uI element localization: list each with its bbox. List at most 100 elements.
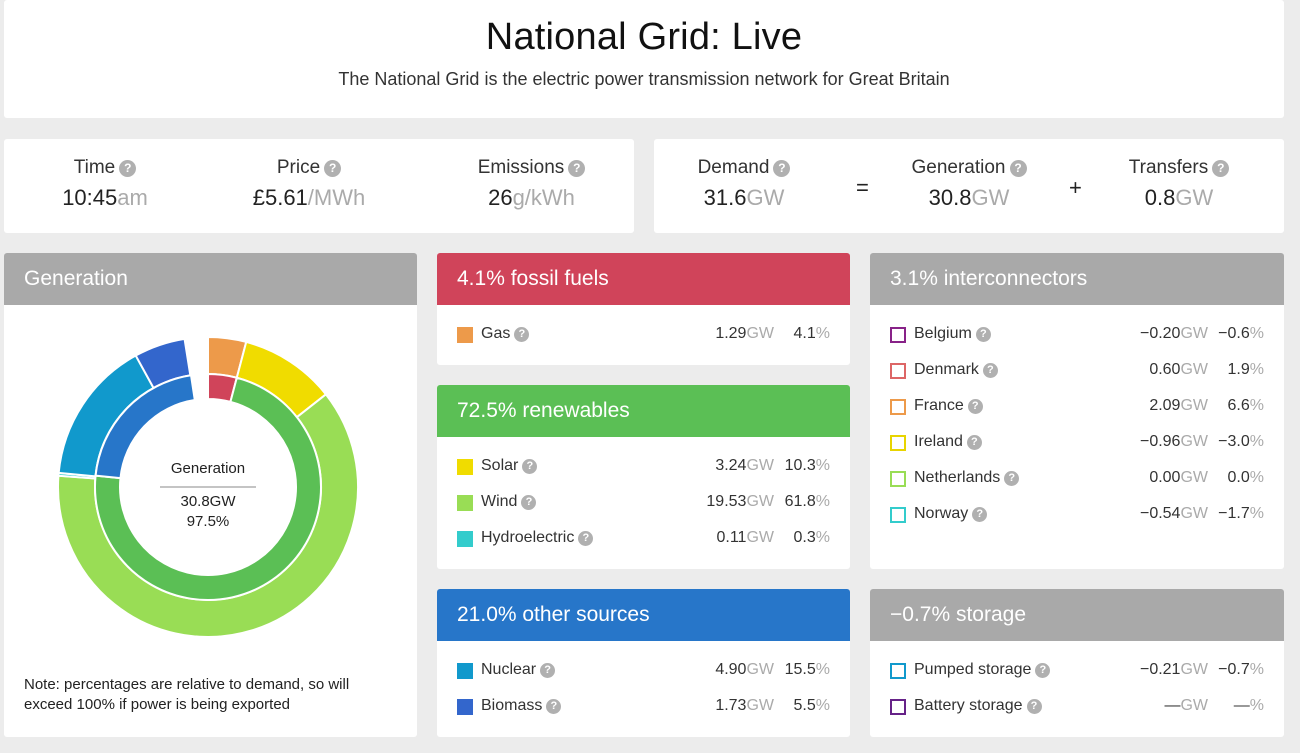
source-name: Belgium? <box>914 325 991 343</box>
source-gw-unit: GW <box>746 529 774 546</box>
source-gw: 4.90GW <box>715 661 774 679</box>
source-label: Ireland <box>914 433 963 450</box>
source-name: Norway? <box>914 505 988 523</box>
help-icon[interactable]: ? <box>1004 470 1020 486</box>
source-name: Ireland? <box>914 433 982 451</box>
help-icon[interactable]: ? <box>1212 159 1230 177</box>
help-icon[interactable]: ? <box>967 398 983 414</box>
stat-demand-value: 31.6 <box>703 185 747 210</box>
generation-panel-title: Generation <box>4 253 417 305</box>
stat-time-unit: am <box>117 185 148 210</box>
source-label: Belgium <box>914 325 972 342</box>
source-gw-unit: GW <box>746 661 774 678</box>
fossil-fuels-title: 4.1% fossil fuels <box>437 253 850 305</box>
help-icon[interactable]: ? <box>568 159 586 177</box>
help-icon[interactable]: ? <box>540 662 556 678</box>
stat-time: Time? 10:45am <box>49 157 161 211</box>
source-pct-value: 10.3 <box>784 457 816 474</box>
stat-generation-unit: GW <box>971 185 1010 210</box>
source-name: Gas? <box>481 325 530 343</box>
source-label: Hydroelectric <box>481 529 575 546</box>
color-swatch <box>890 471 906 487</box>
help-icon[interactable]: ? <box>1026 698 1042 714</box>
stat-generation: Generation? 30.8GW <box>894 157 1044 211</box>
source-gw-unit: GW <box>746 325 774 342</box>
source-pct: 15.5% <box>785 661 830 679</box>
list-item-wind: Wind? 19.53GW 61.8% <box>437 485 850 521</box>
source-pct-unit: % <box>815 493 830 510</box>
source-gw-unit: GW <box>1180 661 1208 678</box>
renewables-panel: 72.5% renewables Solar? 3.24GW 10.3% Wind? 1… <box>437 385 850 569</box>
help-icon[interactable]: ? <box>972 506 988 522</box>
source-pct: 5.5% <box>794 697 830 715</box>
source-label: Norway <box>914 505 969 522</box>
color-swatch <box>457 495 473 511</box>
source-pct-unit: % <box>1249 433 1264 450</box>
source-gw: 0.60GW <box>1149 361 1208 379</box>
source-pct-unit: % <box>1249 505 1264 522</box>
source-label: Solar <box>481 457 519 474</box>
source-gw-unit: GW <box>1180 433 1208 450</box>
color-swatch <box>890 507 906 523</box>
help-icon[interactable]: ? <box>966 434 982 450</box>
stats-panel-right: Demand? 31.6GW = Generation? 30.8GW + Tr… <box>654 139 1284 233</box>
help-icon[interactable]: ? <box>975 326 991 342</box>
source-name: Netherlands? <box>914 469 1020 487</box>
inner-ring <box>94 372 322 601</box>
source-label: Pumped storage <box>914 661 1032 678</box>
inner-slice-other-sources[interactable] <box>94 374 196 480</box>
source-label: Wind <box>481 493 518 510</box>
interconnectors-list: Belgium? −0.20GW −0.6% Denmark? 0.60GW 1.9% Fr… <box>870 305 1284 533</box>
source-gw-value: 1.29 <box>715 325 747 342</box>
help-icon[interactable]: ? <box>521 494 537 510</box>
source-gw-value: −0.54 <box>1139 505 1181 522</box>
source-label: France <box>914 397 964 414</box>
source-gw-value: — <box>1164 697 1181 714</box>
source-pct-value: 0.3 <box>793 529 816 546</box>
equals-sign: = <box>856 175 869 200</box>
help-icon[interactable]: ? <box>514 326 530 342</box>
source-gw-unit: GW <box>1180 469 1208 486</box>
source-name: Biomass? <box>481 697 562 715</box>
color-swatch <box>890 399 906 415</box>
source-pct-value: 61.8 <box>784 493 816 510</box>
other-sources-list: Nuclear? 4.90GW 15.5% Biomass? 1.73GW 5.5% <box>437 641 850 725</box>
stat-price: Price? £5.61/MWh <box>229 157 389 211</box>
source-pct-unit: % <box>815 661 830 678</box>
help-icon[interactable]: ? <box>578 530 594 546</box>
help-icon[interactable]: ? <box>1009 159 1027 177</box>
source-gw-value: 2.09 <box>1149 397 1181 414</box>
color-swatch <box>890 435 906 451</box>
source-pct: 0.0% <box>1228 469 1264 487</box>
source-pct-value: 4.1 <box>793 325 816 342</box>
source-gw: −0.96GW <box>1140 433 1208 451</box>
help-icon[interactable]: ? <box>522 458 538 474</box>
source-gw-value: 19.53 <box>706 493 747 510</box>
source-pct-unit: % <box>815 697 830 714</box>
source-pct: —% <box>1234 697 1264 715</box>
page-subtitle: The National Grid is the electric power … <box>338 69 950 89</box>
source-pct-unit: % <box>1249 361 1264 378</box>
inner-slice-renewables[interactable] <box>94 376 322 601</box>
help-icon[interactable]: ? <box>773 159 791 177</box>
help-icon[interactable]: ? <box>546 698 562 714</box>
source-pct-value: 0.0 <box>1227 469 1250 486</box>
source-gw: 1.73GW <box>715 697 774 715</box>
source-pct: 10.3% <box>785 457 830 475</box>
help-icon[interactable]: ? <box>119 159 137 177</box>
storage-list: Pumped storage? −0.21GW −0.7% Battery stora… <box>870 641 1284 725</box>
other-sources-title: 21.0% other sources <box>437 589 850 641</box>
renewables-title: 72.5% renewables <box>437 385 850 437</box>
help-icon[interactable]: ? <box>324 159 342 177</box>
stat-demand-unit: GW <box>746 185 785 210</box>
list-item-gas: Gas? 1.29GW 4.1% <box>437 317 850 353</box>
source-pct: 1.9% <box>1228 361 1264 379</box>
source-pct-unit: % <box>815 325 830 342</box>
source-pct-value: −0.7 <box>1218 661 1250 678</box>
source-pct-value: 5.5 <box>793 697 816 714</box>
help-icon[interactable]: ? <box>1035 662 1051 678</box>
help-icon[interactable]: ? <box>982 362 998 378</box>
source-pct-value: −1.7 <box>1218 505 1250 522</box>
color-swatch <box>457 663 473 679</box>
source-pct-value: 1.9 <box>1227 361 1250 378</box>
